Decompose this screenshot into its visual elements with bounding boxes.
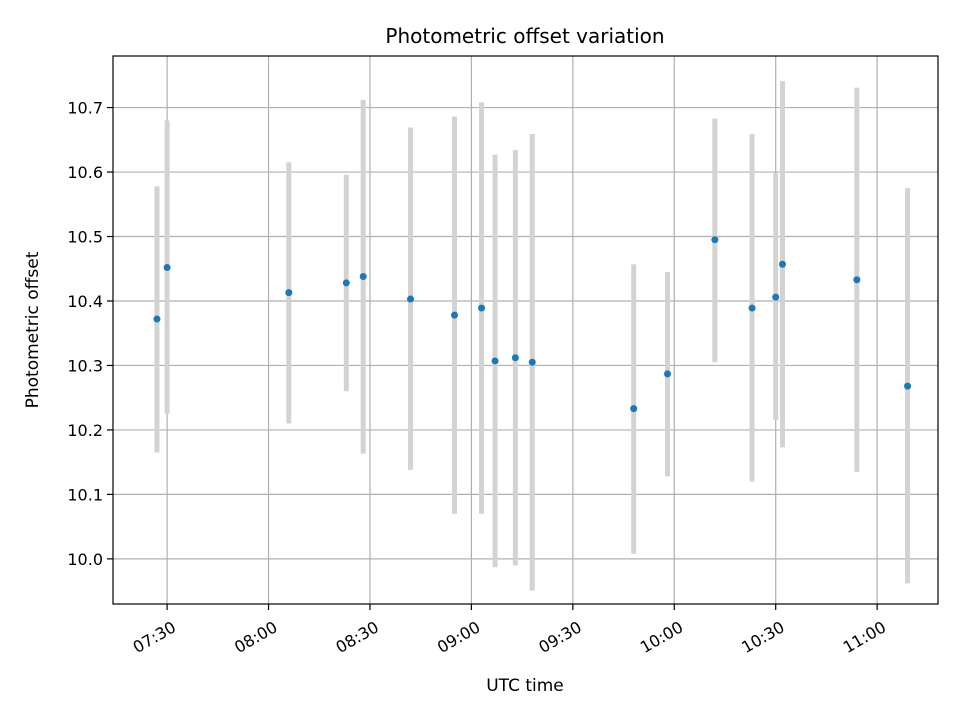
y-tick-label: 10.6 bbox=[67, 163, 103, 182]
y-axis: 10.0 10.1 10.2 10.3 10.4 10.5 10.6 10.7 bbox=[67, 99, 113, 569]
data-point bbox=[711, 236, 719, 244]
data-point bbox=[664, 370, 672, 378]
data-point bbox=[528, 358, 536, 366]
data-point bbox=[342, 279, 350, 287]
data-point bbox=[778, 260, 786, 268]
y-tick-label: 10.2 bbox=[67, 421, 103, 440]
data-point bbox=[748, 304, 756, 312]
data-point bbox=[163, 263, 171, 271]
data-point bbox=[285, 289, 293, 297]
y-tick-label: 10.5 bbox=[67, 228, 103, 247]
data-point bbox=[478, 304, 486, 312]
y-tick-label: 10.7 bbox=[67, 99, 103, 118]
data-point bbox=[359, 272, 367, 280]
data-points bbox=[153, 236, 912, 413]
data-point bbox=[153, 315, 161, 323]
y-axis-label: Photometric offset bbox=[23, 251, 43, 408]
grid bbox=[113, 56, 938, 604]
data-point bbox=[904, 382, 912, 390]
data-point bbox=[511, 354, 519, 362]
data-point bbox=[630, 405, 638, 413]
y-tick-label: 10.0 bbox=[67, 550, 103, 569]
data-point bbox=[853, 276, 861, 284]
data-point bbox=[772, 293, 780, 301]
y-tick-label: 10.1 bbox=[67, 485, 103, 504]
y-tick-label: 10.4 bbox=[67, 292, 103, 311]
y-tick-label: 10.3 bbox=[67, 356, 103, 375]
data-point bbox=[450, 311, 458, 319]
data-point bbox=[491, 357, 499, 365]
x-axis-label: UTC time bbox=[486, 676, 564, 696]
chart-title: Photometric offset variation bbox=[385, 24, 664, 48]
plot-frame bbox=[112, 55, 939, 605]
data-point bbox=[407, 295, 415, 303]
